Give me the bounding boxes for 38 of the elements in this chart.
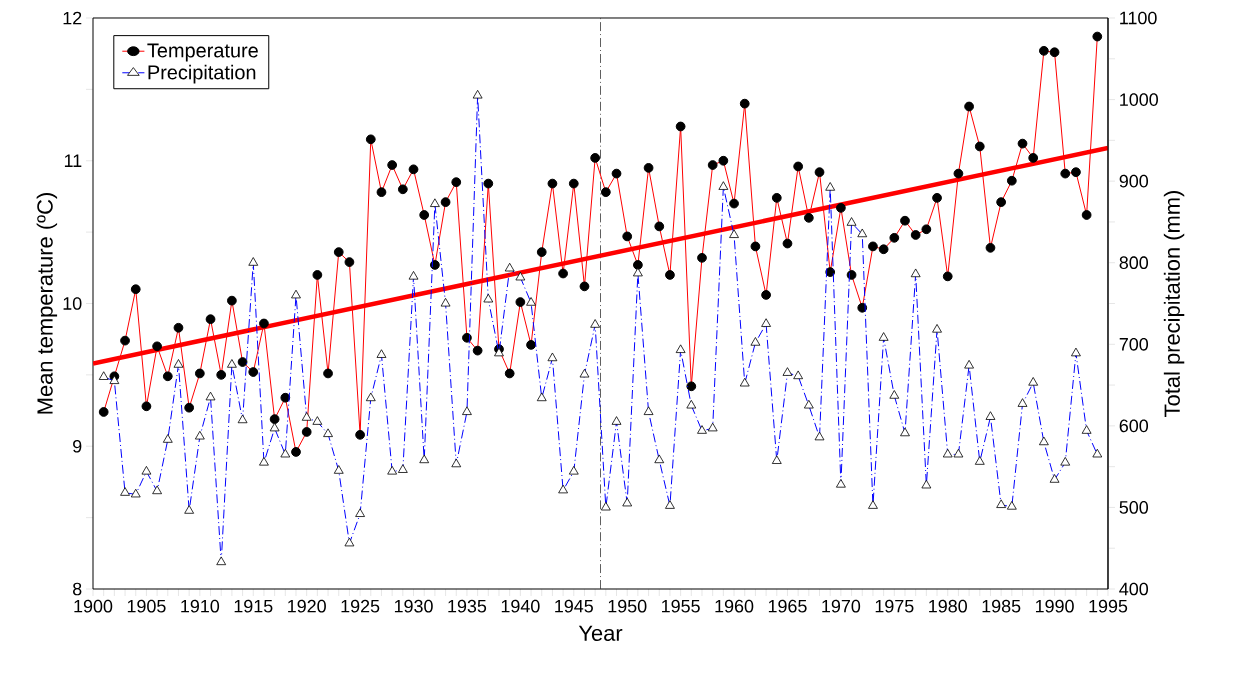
x-tick-label: 1905 [127,599,166,613]
y-tick-label: 12 [63,11,82,25]
x-axis-title: Year [578,625,623,641]
y-tick-label: 11 [64,154,82,167]
x-tick-label: 1945 [555,599,593,613]
x-tick-label: 1920 [288,599,326,613]
y2-tick-label: 700 [1119,337,1149,351]
y2-tick-label: 1000 [1120,93,1158,106]
x-tick-label: 1915 [234,599,273,613]
y-axis-title: Mean temperature (ºC) [36,193,58,414]
x-tick-label: 1990 [1035,599,1074,613]
y2-axis-title: Total precipitation (mm) [1163,191,1185,417]
x-tick-label: 1910 [181,599,220,613]
y2-tick-label: 1100 [1120,11,1157,25]
y-tick-label: 10 [63,297,82,310]
x-tick-label: 1930 [394,599,433,613]
x-tick-label: 1980 [929,599,967,613]
x-tick-label: 1985 [982,599,1021,613]
x-tick-label: 1965 [768,599,807,613]
x-tick-label: 1935 [448,599,487,613]
x-tick-label: 1900 [74,599,113,613]
x-tick-label: 1960 [715,599,754,613]
y2-tick-label: 500 [1119,501,1149,514]
x-tick-label: 1925 [341,599,380,613]
legend-label: Temperature [147,43,258,62]
y2-tick-label: 800 [1119,256,1149,270]
x-tick-label: 1940 [501,599,540,613]
legend-label: Precipitation [148,64,256,84]
y-tick-label: 8 [72,582,82,596]
y2-tick-label: 400 [1119,582,1149,596]
x-tick-label: 1975 [875,599,914,613]
y-tick-label: 9 [73,439,82,453]
y2-tick-label: 600 [1119,419,1149,433]
x-tick-label: 1970 [822,599,861,613]
y2-tick-label: 900 [1119,174,1149,188]
x-tick-label: 1995 [1089,599,1128,613]
x-tick-label: 1955 [662,599,700,613]
x-tick-label: 1950 [608,599,647,613]
